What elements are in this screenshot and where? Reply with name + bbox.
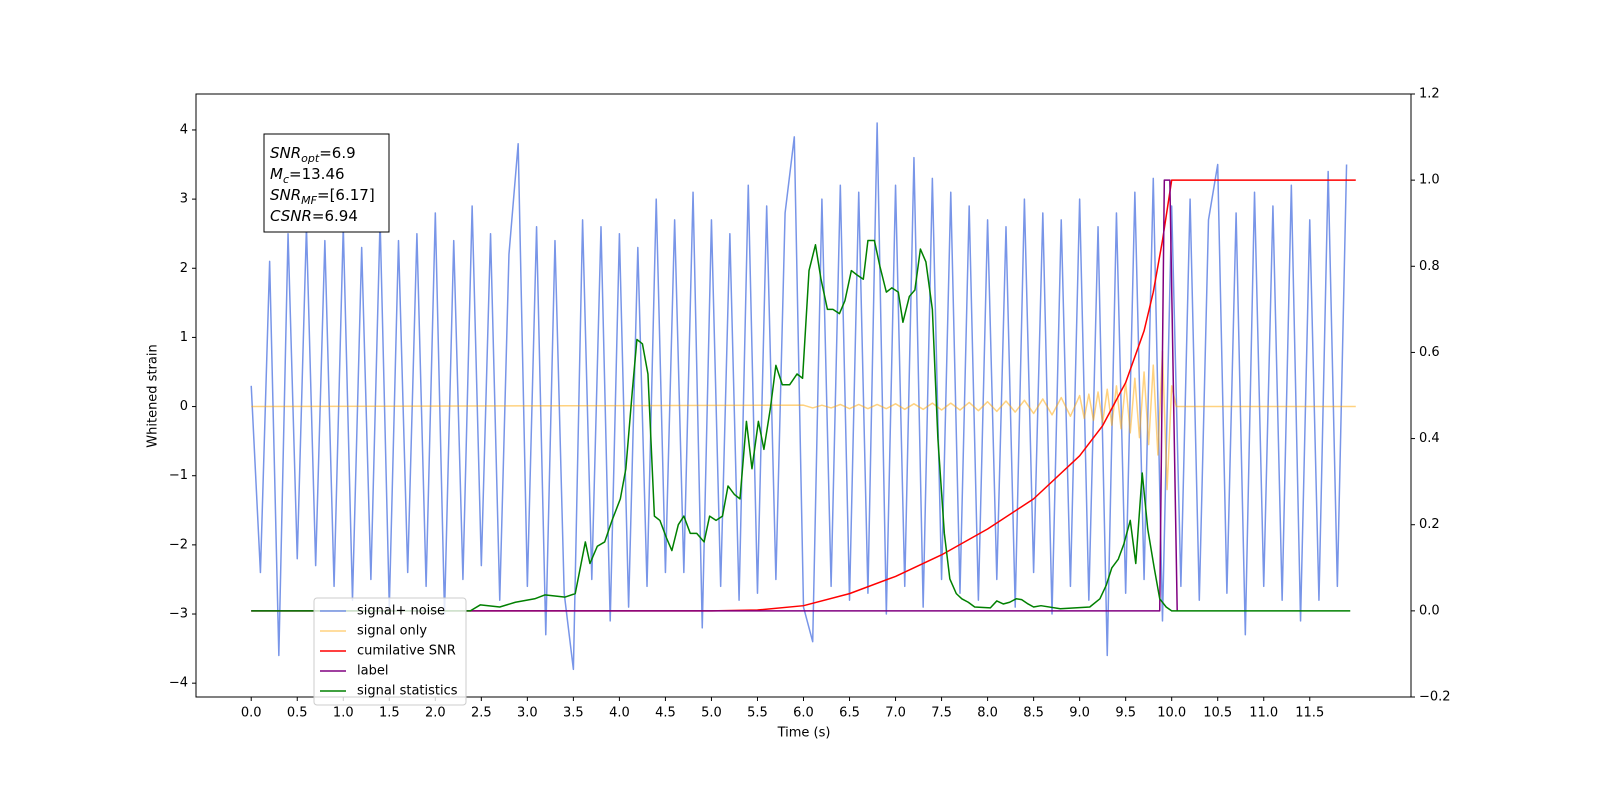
x-tick-label: 10.5	[1203, 706, 1232, 721]
annotation-box	[263, 133, 390, 233]
y2-tick-label: −0.2	[1419, 690, 1451, 705]
y2-tick-label: 0.2	[1419, 517, 1440, 532]
plot-area	[250, 122, 1356, 671]
annotation-line: SNRMF=[6.17]	[270, 186, 375, 207]
y-tick-label: 1	[180, 330, 188, 345]
y2-tick-label: 1.0	[1419, 173, 1440, 188]
legend: signal+ noise signal only cumilative SNR la…	[313, 597, 467, 706]
series-line	[251, 350, 1356, 491]
x-tick-label: 2.5	[471, 706, 492, 721]
x-tick-label: 1.0	[333, 706, 354, 721]
x-tick-label: 9.5	[1115, 706, 1136, 721]
x-tick-label: 7.5	[931, 706, 952, 721]
x-tick-label: 3.0	[517, 706, 538, 721]
annotation-line: Mc=13.46	[270, 165, 345, 186]
x-tick-label: 7.0	[885, 706, 906, 721]
annotation-symbol: SNR	[270, 144, 301, 162]
annotation-subscript: c	[283, 173, 289, 186]
annotation-subscript: opt	[301, 152, 320, 165]
x-tick-label: 1.5	[379, 706, 400, 721]
x-tick-label: 3.5	[563, 706, 584, 721]
x-tick-label: 8.5	[1023, 706, 1044, 721]
annotation-line: SNRopt=6.9	[270, 144, 356, 165]
series-line	[250, 122, 1348, 671]
x-axis-label: Time (s)	[777, 726, 831, 741]
annotation-symbol: M	[270, 165, 283, 183]
annotation-line: CSNR=6.94	[270, 207, 358, 225]
legend-label: signal+ noise	[357, 604, 445, 619]
annotation-value: =13.46	[289, 165, 345, 183]
annotation-value: =6.9	[319, 144, 355, 162]
x-tick-label: 0.0	[241, 706, 262, 721]
x-tick-label: 6.5	[839, 706, 860, 721]
y2-tick-label: 0.6	[1419, 345, 1440, 360]
x-tick-label: 10.0	[1157, 706, 1186, 721]
y-tick-label: −1	[169, 468, 188, 483]
y-tick-label: 2	[180, 261, 188, 276]
y-tick-label: −4	[169, 676, 188, 691]
y-tick-label: 3	[180, 192, 188, 207]
legend-label: signal statistics	[357, 684, 458, 699]
x-tick-label: 4.5	[655, 706, 676, 721]
legend-box	[313, 597, 467, 706]
y-tick-label: 0	[180, 399, 188, 414]
annotation-subscript: MF	[301, 194, 317, 207]
x-tick-label: 0.5	[287, 706, 308, 721]
series-line	[251, 179, 1178, 612]
y-axis-label: Whitened strain	[146, 344, 161, 447]
y2-tick-label: 0.4	[1419, 431, 1440, 446]
y-tick-label: −2	[169, 537, 188, 552]
x-tick-label: 5.5	[747, 706, 768, 721]
x-tick-label: 4.0	[609, 706, 630, 721]
ticks: 0.0 0.5 1.0 1.5 2.0 2.5 3.0 3.5 4.0 4.5 5.0 5.5 6.0 6…	[169, 87, 1451, 721]
annotation-value: =[6.17]	[317, 186, 375, 204]
legend-label: label	[357, 664, 388, 679]
x-tick-label: 6.0	[793, 706, 814, 721]
x-tick-label: 2.0	[425, 706, 446, 721]
annotation-symbol: CSNR	[270, 207, 312, 225]
y2-tick-label: 0.8	[1419, 259, 1440, 274]
x-tick-label: 9.0	[1069, 706, 1090, 721]
y-tick-label: −3	[169, 607, 188, 622]
y2-tick-label: 0.0	[1419, 603, 1440, 618]
legend-label: signal only	[357, 624, 427, 639]
annotation-value: =6.94	[312, 207, 358, 225]
series-line	[251, 239, 1351, 612]
legend-label: cumilative SNR	[357, 644, 456, 659]
x-tick-label: 8.0	[977, 706, 998, 721]
annotation-symbol: SNR	[270, 186, 301, 204]
y2-tick-label: 1.2	[1419, 87, 1440, 102]
y-tick-label: 4	[180, 122, 188, 137]
x-tick-label: 11.5	[1295, 706, 1324, 721]
x-tick-label: 5.0	[701, 706, 722, 721]
x-tick-label: 11.0	[1249, 706, 1278, 721]
